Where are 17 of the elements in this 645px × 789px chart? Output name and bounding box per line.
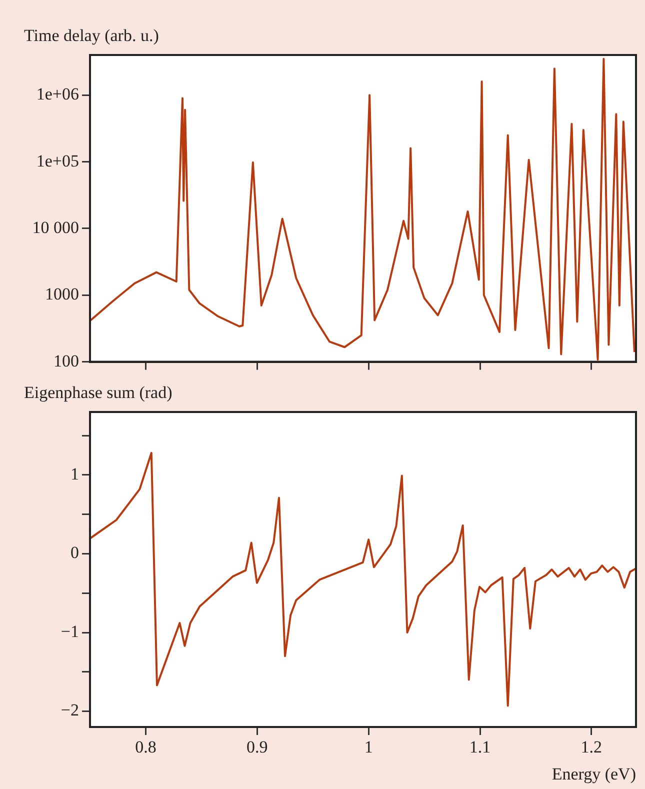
x-tick-label: 0.9 [246, 738, 268, 757]
y-tick-label: −1 [60, 622, 79, 641]
x-axis-title: Energy (eV) [552, 764, 636, 784]
y-tick-label: 10 000 [32, 218, 79, 237]
y-axis-title: Eigenphase sum (rad) [24, 383, 172, 402]
x-tick-label: 0.8 [135, 738, 156, 757]
y-tick-label: −2 [60, 700, 79, 720]
x-tick-label: 1 [364, 738, 373, 757]
y-tick-label: 1e+06 [36, 84, 79, 104]
y-tick-label: 1e+05 [36, 151, 79, 170]
y-tick-label: 1 [70, 464, 79, 484]
y-tick-label: 1000 [45, 284, 79, 304]
y-tick-label: 100 [54, 351, 79, 370]
y-tick-label: 0 [70, 543, 79, 562]
x-tick-label: 1.2 [580, 738, 602, 757]
x-tick-label: 1.1 [469, 738, 491, 757]
y-axis-title: Time delay (arb. u.) [24, 26, 159, 45]
